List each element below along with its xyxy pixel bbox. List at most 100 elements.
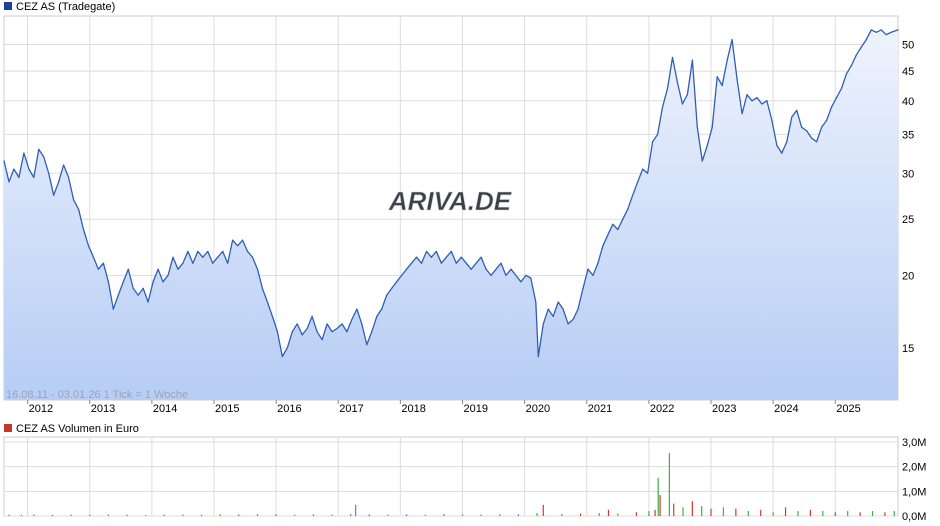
price-point [485,268,487,270]
price-point [450,250,452,253]
price-point [701,160,703,162]
volume-bar [182,514,184,516]
price-point [607,234,609,236]
price-point [286,347,288,349]
volume-bar [847,511,849,516]
price-point [187,250,189,253]
price-point [552,315,554,317]
price-point [661,106,664,108]
price-point [495,268,497,270]
price-point [577,308,579,310]
price-y-tick-label: 40 [902,96,914,108]
volume-bar [834,512,836,516]
price-point [291,331,293,333]
price-point [557,301,559,303]
volume-y-tick-label: 0,0M [902,511,926,523]
price-point [77,208,80,210]
volume-bar [884,512,886,516]
price-point [301,334,303,336]
price-point [321,339,323,341]
volume-plot-frame [3,436,899,517]
volume-bar [822,511,824,516]
price-point [316,331,318,333]
price-point [38,148,40,150]
volume-bar [536,513,538,516]
price-point [816,141,818,143]
price-point [505,274,507,277]
price-point [232,239,234,241]
price-point [192,262,194,264]
price-point [13,168,15,170]
volume-bar [368,514,370,516]
price-y-tick-label: 50 [902,40,914,52]
price-point [850,64,853,67]
price-point [381,308,383,310]
volume-bar [648,511,650,516]
volume-bar [809,509,812,516]
price-point [87,245,90,247]
volume-legend-swatch [4,424,12,432]
price-point [525,274,527,277]
price-x-axis: 2012 2013 2014 2015 2016 2017 2018 2019 2020 2021… [27,400,861,415]
price-point [820,126,823,128]
price-point [167,274,169,277]
price-point [716,76,718,78]
price-point [227,262,229,264]
volume-bar [682,507,684,516]
price-point [835,97,838,99]
price-point [880,29,882,31]
volume-bar [598,513,600,516]
price-point [897,29,899,31]
price-point [855,54,857,56]
price-y-axis: 15 20 25 30 35 40 45 50 [902,40,914,355]
price-point [567,323,569,325]
price-point [761,103,763,105]
price-x-tick-label: 2014 [153,403,177,415]
price-point [341,323,343,325]
watermark: ARIVA.DE [388,186,512,216]
price-x-tick-label: 2025 [836,403,860,415]
volume-bar [200,514,203,516]
volume-bar [654,509,656,516]
price-point [475,262,477,264]
price-point [162,281,164,283]
price-point [172,256,174,258]
price-point [870,29,872,31]
price-point [256,268,259,270]
price-point [376,315,378,317]
price-point [296,323,298,325]
volume-bar [659,495,661,516]
volume-bar [701,506,703,516]
price-x-tick-label: 2020 [526,403,550,415]
volume-bar [617,513,619,516]
price-point [207,250,209,253]
volume-bar [275,514,277,516]
volume-bar [784,507,787,516]
volume-bar [747,511,749,516]
volume-bar [561,514,563,516]
volume-bar [163,514,165,516]
price-point [127,268,129,270]
price-x-tick-label: 2015 [215,403,239,415]
price-point [637,181,639,183]
price-point [691,59,693,61]
volume-legend-label: CEZ AS Volumen in Euro [16,423,139,435]
volume-bar [635,512,638,516]
price-point [107,281,109,283]
price-point [18,176,20,179]
price-point [212,262,214,264]
price-point [490,274,492,277]
volume-bar [20,515,22,516]
volume-y-axis: 0,0M 1,0M 2,0M 3,0M [902,437,926,523]
price-point [622,218,624,220]
price-point [425,250,428,253]
volume-bars [8,453,895,516]
price-point [617,228,619,231]
price-legend-label: CEZ AS (Tradegate) [16,1,115,13]
price-point [597,262,599,264]
price-point [356,308,358,310]
price-point [666,87,669,90]
price-point [642,168,644,170]
price-point [537,355,539,358]
